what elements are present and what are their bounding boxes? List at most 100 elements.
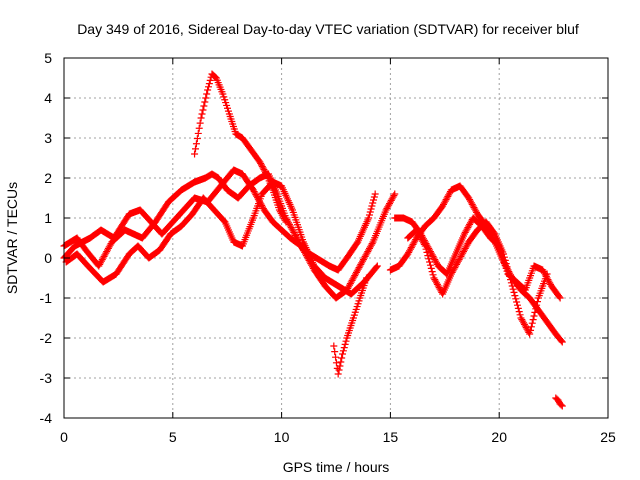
x-tick-label: 20 [491, 429, 507, 445]
y-tick-label: 3 [44, 130, 52, 146]
data-point [527, 323, 535, 331]
data-point [420, 240, 428, 248]
x-tick-label: 15 [383, 429, 399, 445]
data-point [337, 358, 345, 366]
data-point [558, 338, 566, 346]
data-point [370, 193, 378, 201]
data-point [203, 90, 211, 98]
data-point [508, 282, 516, 290]
data-point [205, 80, 213, 88]
data-point [527, 326, 535, 334]
x-axis-label: GPS time / hours [283, 459, 390, 475]
data-point [557, 337, 565, 345]
y-tick-label: 0 [44, 250, 52, 266]
data-point [256, 158, 264, 166]
data-point [198, 110, 206, 118]
data-point [194, 129, 202, 137]
data-point [258, 163, 266, 170]
data-point [531, 308, 539, 316]
data-point [500, 250, 508, 258]
y-tick-label: -2 [40, 330, 53, 346]
data-point [338, 354, 346, 362]
data-point [370, 196, 378, 204]
data-point [426, 258, 434, 266]
data-point [556, 294, 564, 302]
data-point [507, 279, 515, 287]
data-point [196, 119, 204, 127]
series-track-8 [404, 218, 551, 338]
data-point [516, 311, 524, 319]
data-point [501, 256, 509, 264]
data-point [511, 292, 519, 300]
data-point [369, 199, 377, 207]
data-point [500, 253, 508, 261]
data-point [191, 150, 199, 158]
data-point [262, 169, 270, 176]
data-point [195, 124, 203, 132]
data-point [251, 189, 259, 197]
y-tick-label: -1 [40, 290, 53, 306]
data-point [206, 76, 214, 84]
data-point [330, 342, 338, 350]
data-point [505, 269, 513, 277]
data-point [555, 293, 563, 301]
data-point [281, 216, 289, 224]
data-point [373, 262, 381, 270]
data-point [259, 164, 267, 172]
y-tick-label: 4 [44, 90, 52, 106]
data-point [340, 344, 348, 352]
data-point [353, 239, 361, 247]
series-track-6 [386, 182, 566, 346]
data-point [423, 248, 431, 256]
data-point [515, 308, 523, 316]
data-point [390, 192, 398, 200]
data-point [533, 298, 541, 306]
data-point [557, 401, 565, 409]
data-point [367, 205, 375, 213]
data-point [204, 86, 212, 94]
data-point [200, 102, 208, 110]
data-point [526, 330, 534, 338]
data-point [204, 83, 212, 91]
data-point [261, 167, 269, 175]
data-point [513, 301, 521, 309]
data-point [391, 190, 399, 198]
y-tick-label: -3 [40, 370, 53, 386]
data-point [427, 264, 435, 272]
data-point [282, 218, 290, 226]
x-tick-label: 5 [169, 429, 177, 445]
data-point [257, 161, 265, 169]
data-point [514, 304, 522, 312]
data-point [425, 255, 433, 263]
data-point [257, 160, 265, 167]
data-point [506, 272, 514, 280]
data-point [530, 312, 538, 320]
data-point [260, 166, 268, 173]
data-point [341, 340, 349, 348]
y-tick-label: 5 [44, 50, 52, 66]
data-point [532, 305, 540, 313]
y-tick-label: 2 [44, 170, 52, 186]
data-point [201, 98, 209, 106]
data-point [202, 94, 210, 102]
data-point [368, 240, 376, 248]
data-point [336, 362, 344, 370]
data-points [60, 70, 566, 410]
series-track-9 [552, 394, 566, 410]
data-point [372, 263, 380, 271]
data-point [429, 271, 437, 279]
data-point [362, 274, 370, 282]
series-track-1 [60, 170, 379, 274]
data-point [509, 285, 517, 293]
data-point [191, 145, 199, 153]
data-point [334, 370, 342, 378]
data-point [426, 261, 434, 269]
data-point [503, 263, 511, 271]
ticks: 0 5 10 15 20 25 -4 -3 -2 -1 0 1 2 3 4 5 [40, 50, 616, 445]
data-point [371, 190, 379, 198]
data-point [543, 270, 551, 278]
data-point [502, 260, 510, 268]
data-point [259, 203, 267, 211]
